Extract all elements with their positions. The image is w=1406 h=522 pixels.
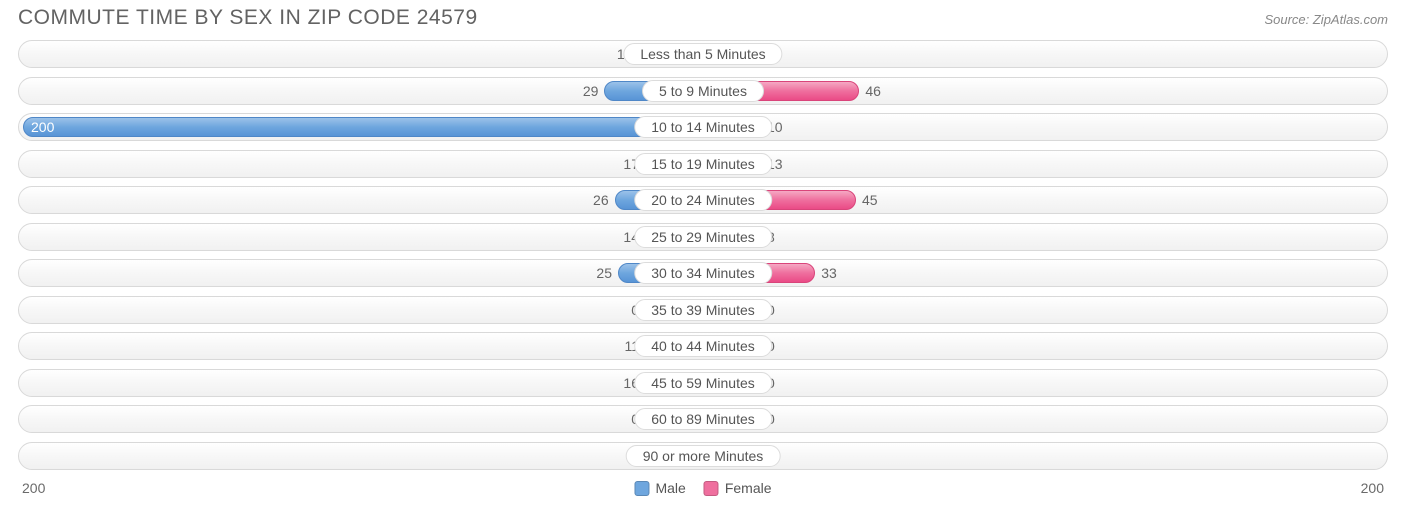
chart-row: 25 33 30 to 34 Minutes [18, 259, 1388, 287]
legend-item-male: Male [634, 480, 685, 496]
female-swatch-icon [704, 481, 719, 496]
chart-row: 190Less than 5 Minutes [18, 40, 1388, 68]
category-label: 30 to 34 Minutes [634, 262, 772, 284]
category-label: 15 to 19 Minutes [634, 153, 772, 175]
category-label: 10 to 14 Minutes [634, 116, 772, 138]
female-value: 33 [815, 263, 837, 283]
legend-male-label: Male [655, 480, 685, 496]
category-label: 25 to 29 Minutes [634, 226, 772, 248]
male-value: 200 [31, 117, 54, 137]
chart-row: 9090 or more Minutes [18, 442, 1388, 470]
chart-row: 171315 to 19 Minutes [18, 150, 1388, 178]
category-label: 5 to 9 Minutes [642, 80, 764, 102]
female-value: 45 [856, 190, 878, 210]
header: COMMUTE TIME BY SEX IN ZIP CODE 24579 So… [0, 0, 1406, 40]
chart-area: 190Less than 5 Minutes 29 46 5 to 9 Minutes… [0, 40, 1406, 470]
legend-item-female: Female [704, 480, 772, 496]
category-label: 60 to 89 Minutes [634, 408, 772, 430]
axis-max-right: 200 [1361, 480, 1384, 496]
category-label: 40 to 44 Minutes [634, 335, 772, 357]
category-label: Less than 5 Minutes [623, 43, 782, 65]
source-attribution: Source: ZipAtlas.com [1264, 12, 1388, 27]
chart-row: 16045 to 59 Minutes [18, 369, 1388, 397]
chart-row: 0035 to 39 Minutes [18, 296, 1388, 324]
male-value: 29 [583, 81, 605, 101]
axis-footer: 200 Male Female 200 [0, 478, 1406, 496]
chart-row: 26 45 20 to 24 Minutes [18, 186, 1388, 214]
chart-row: 29 46 5 to 9 Minutes [18, 77, 1388, 105]
category-label: 90 or more Minutes [626, 445, 781, 467]
category-label: 35 to 39 Minutes [634, 299, 772, 321]
male-value: 26 [593, 190, 615, 210]
axis-max-left: 200 [22, 480, 45, 496]
chart-row: 0060 to 89 Minutes [18, 405, 1388, 433]
male-value: 25 [596, 263, 618, 283]
male-bar [23, 117, 703, 137]
chart-row: 14825 to 29 Minutes [18, 223, 1388, 251]
chart-row: 2001010 to 14 Minutes [18, 113, 1388, 141]
category-label: 20 to 24 Minutes [634, 189, 772, 211]
legend: Male Female [634, 480, 771, 496]
category-label: 45 to 59 Minutes [634, 372, 772, 394]
chart-title: COMMUTE TIME BY SEX IN ZIP CODE 24579 [18, 6, 478, 30]
female-value: 46 [859, 81, 881, 101]
male-swatch-icon [634, 481, 649, 496]
legend-female-label: Female [725, 480, 772, 496]
chart-row: 11040 to 44 Minutes [18, 332, 1388, 360]
